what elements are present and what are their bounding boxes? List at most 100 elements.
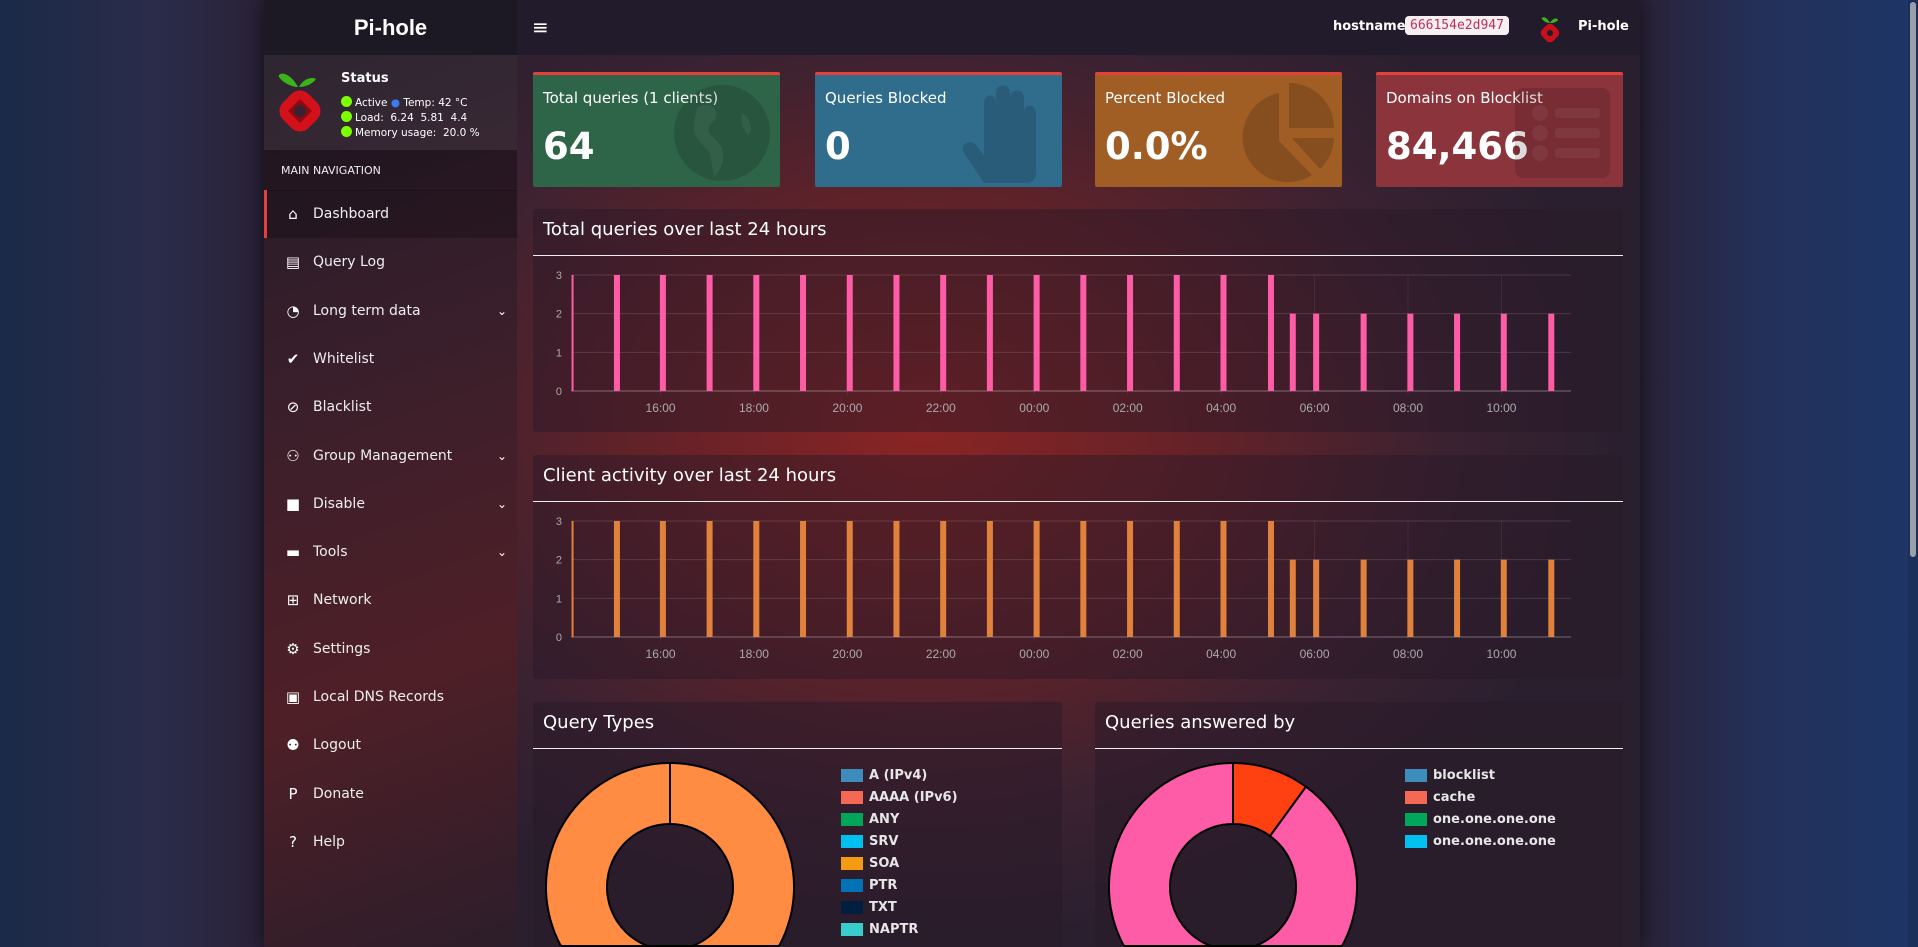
bar[interactable] [1500, 313, 1507, 391]
user-times-icon: ⚉ [286, 736, 300, 755]
bar[interactable] [659, 521, 666, 637]
sidebar-item-network[interactable]: ⊞ Network [264, 576, 517, 624]
sidebar-item-label: Group Management [313, 447, 453, 464]
chevron-down-icon[interactable]: ⌄ [496, 303, 507, 318]
bar[interactable] [1548, 313, 1555, 391]
sidebar-item-help[interactable]: ? Help [264, 818, 517, 866]
legend-item[interactable]: SRV [841, 830, 898, 852]
sidebar-item-query-log[interactable]: ▤ Query Log [264, 238, 517, 286]
bar[interactable] [1407, 559, 1414, 637]
bar[interactable] [986, 521, 993, 637]
legend-item[interactable]: one.one.one.one [1405, 830, 1556, 852]
bar[interactable] [1548, 559, 1555, 637]
brand-logo[interactable]: Pi-hole [264, 0, 517, 55]
bar[interactable] [940, 275, 947, 391]
bar[interactable] [846, 521, 853, 637]
bar[interactable] [1080, 275, 1087, 391]
legend-label: SRV [869, 833, 899, 849]
bar[interactable] [1080, 521, 1087, 637]
hostname-label: hostname: [1333, 19, 1411, 34]
bar[interactable] [1454, 559, 1461, 637]
temperature-icon: ● [390, 97, 400, 109]
bar[interactable] [1173, 275, 1180, 391]
bar[interactable] [1127, 521, 1134, 637]
bar[interactable] [659, 275, 666, 391]
scrollbar-thumb[interactable] [1910, 2, 1916, 557]
donut-slice[interactable] [1232, 762, 1307, 837]
x-tick-label: 08:00 [1393, 647, 1423, 661]
x-tick-label: 10:00 [1486, 401, 1516, 415]
sidebar-item-whitelist[interactable]: ✔ Whitelist [264, 335, 517, 383]
home-icon: ⌂ [288, 205, 298, 223]
sidebar-item-blacklist[interactable]: ⊘ Blacklist [264, 383, 517, 431]
bar[interactable] [893, 275, 900, 391]
bar[interactable] [1454, 313, 1461, 391]
donut-slice[interactable] [545, 762, 795, 947]
status-panel: Status Active ● Temp: 42 °C Load: 6.24 5… [264, 55, 517, 150]
bar[interactable] [1289, 313, 1296, 391]
bar[interactable] [1173, 521, 1180, 637]
bar[interactable] [1127, 275, 1134, 391]
bar[interactable] [753, 521, 760, 637]
legend-item[interactable]: NAPTR [841, 918, 918, 940]
legend-item[interactable]: SOA [841, 852, 899, 874]
client-activity-chart: 0 1 2 3 16:00 18:00 20:00 22:00 00:00 02:00 04:00 0… [556, 516, 1571, 661]
legend-item[interactable]: one.one.one.one [1405, 808, 1556, 830]
bar[interactable] [1033, 521, 1040, 637]
legend-item[interactable]: ANY [841, 808, 899, 830]
legend-item[interactable]: blocklist [1405, 764, 1495, 786]
bar[interactable] [613, 521, 620, 637]
bar[interactable] [846, 275, 853, 391]
bar[interactable] [1500, 559, 1507, 637]
bar[interactable] [571, 521, 574, 637]
sidebar-item-tools[interactable]: ▬ Tools ⌄ [264, 528, 517, 576]
bar[interactable] [1289, 559, 1296, 637]
bar[interactable] [893, 521, 900, 637]
legend-item[interactable]: A (IPv4) [841, 764, 927, 786]
bar[interactable] [613, 275, 620, 391]
sidebar-item-donate[interactable]: P Donate [264, 770, 517, 818]
status-dot [341, 126, 352, 137]
bar[interactable] [986, 275, 993, 391]
legend-item[interactable]: PTR [841, 874, 897, 896]
bar[interactable] [1313, 313, 1320, 391]
chevron-down-icon[interactable]: ⌄ [496, 496, 507, 511]
sidebar-item-long-term-data[interactable]: ◔ Long term data ⌄ [264, 287, 517, 335]
bar[interactable] [1360, 313, 1367, 391]
sidebar-item-label: Whitelist [313, 350, 375, 367]
chevron-down-icon[interactable]: ⌄ [496, 545, 507, 560]
legend-item[interactable]: cache [1405, 786, 1475, 808]
bar[interactable] [800, 521, 807, 637]
bar[interactable] [1267, 275, 1274, 391]
x-tick-label: 10:00 [1486, 647, 1516, 661]
bar[interactable] [1360, 559, 1367, 637]
bar[interactable] [706, 275, 713, 391]
card-title: Queries Blocked [825, 89, 947, 107]
sidebar-item-dashboard[interactable]: ⌂ Dashboard [264, 190, 517, 238]
bar[interactable] [571, 275, 574, 391]
sidebar-item-disable[interactable]: ■ Disable ⌄ [264, 480, 517, 528]
bar[interactable] [1313, 559, 1320, 637]
bar[interactable] [1033, 275, 1040, 391]
sidebar-item-group-management[interactable]: ⚇ Group Management ⌄ [264, 432, 517, 480]
bar[interactable] [1267, 521, 1274, 637]
sidebar-item-label: Tools [313, 544, 348, 561]
bar[interactable] [1220, 275, 1227, 391]
bar[interactable] [753, 275, 760, 391]
query-types-box: Query Types A (IPv4) AAAA (IPv6) ANY SRV SOA… [533, 702, 1062, 947]
legend-item[interactable]: AAAA (IPv6) [841, 786, 958, 808]
user-menu[interactable]: Pi-hole [1578, 19, 1629, 34]
bar[interactable] [1407, 313, 1414, 391]
bar[interactable] [706, 521, 713, 637]
scrollbar[interactable] [1908, 0, 1918, 947]
sidebar-item-settings[interactable]: ⚙ Settings [264, 625, 517, 673]
x-tick-label: 16:00 [646, 401, 676, 415]
bar[interactable] [800, 275, 807, 391]
sidebar-item-local-dns-records[interactable]: ▣ Local DNS Records [264, 673, 517, 721]
sidebar-item-logout[interactable]: ⚉ Logout [264, 721, 517, 769]
hamburger-icon[interactable]: ≡ [532, 15, 549, 39]
chevron-down-icon[interactable]: ⌄ [496, 448, 507, 463]
legend-item[interactable]: TXT [841, 896, 897, 918]
bar[interactable] [1220, 521, 1227, 637]
bar[interactable] [940, 521, 947, 637]
